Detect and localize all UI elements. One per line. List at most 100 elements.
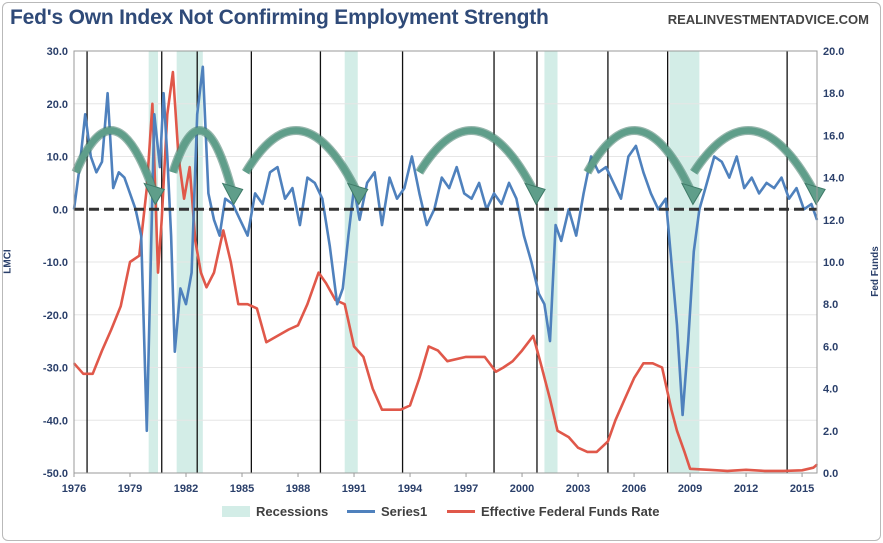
y-left-tick-label: -10.0 — [43, 257, 68, 269]
legend-label-recessions: Recessions — [256, 504, 329, 519]
fedfunds-point — [129, 261, 131, 263]
fedfunds-point — [502, 366, 505, 369]
lmci-point — [314, 182, 316, 184]
y-axis-right-label: Fed Funds — [869, 246, 881, 297]
fedfunds-point — [160, 219, 163, 221]
lmci-point — [196, 113, 199, 116]
y-right-tick-label: 2.0 — [823, 426, 838, 438]
fedfunds-point — [317, 271, 320, 274]
arrow-head — [346, 182, 369, 206]
fedfunds-point — [371, 387, 374, 390]
lmci-point — [129, 192, 131, 195]
lmci-point — [101, 160, 103, 163]
lmci-point — [106, 92, 109, 94]
x-tick-label: 1976 — [62, 483, 86, 495]
chart-title: Fed's Own Index Not Confirming Employmen… — [10, 6, 549, 29]
x-tick-label: 2012 — [734, 483, 758, 495]
lmci-point — [112, 187, 115, 189]
lmci-point — [185, 303, 187, 306]
x-tick-label: 2009 — [678, 483, 702, 495]
y-left-tick-label: -50.0 — [43, 468, 68, 480]
lmci-point — [500, 203, 503, 205]
legend-item-recessions: Recessions — [222, 504, 328, 519]
fedfunds-point — [689, 467, 691, 470]
legend-item-fedfunds: Effective Federal Funds Rate — [447, 504, 659, 519]
y-right-tick-label: 14.0 — [823, 173, 844, 185]
lmci-point — [508, 182, 510, 184]
fedfunds-point — [194, 240, 197, 242]
lmci-point — [635, 145, 637, 147]
lmci-point — [218, 234, 221, 237]
legend: Recessions Series1 Effective Federal Fun… — [0, 504, 883, 528]
y-left-tick-label: -40.0 — [43, 415, 68, 427]
lmci-point — [95, 171, 98, 174]
lmci-point — [515, 197, 518, 200]
lmci-point — [590, 155, 592, 158]
lmci-point — [170, 234, 172, 237]
lmci-point — [549, 340, 551, 342]
fedfunds-point — [483, 356, 486, 358]
lmci-point — [810, 203, 813, 205]
lmci-point — [179, 287, 182, 290]
fedfunds-point — [683, 451, 686, 453]
lmci-point — [560, 240, 563, 242]
lmci-point — [118, 171, 120, 174]
lmci-point — [670, 261, 673, 263]
lmci-point — [597, 171, 600, 174]
fedfunds-point — [287, 328, 290, 331]
lmci-point — [254, 192, 256, 195]
fedfunds-point — [362, 356, 365, 358]
lmci-point — [336, 303, 339, 306]
fedfunds-point — [213, 271, 215, 274]
fedfunds-point — [256, 307, 258, 310]
lmci-point — [166, 155, 169, 158]
lmci-point — [612, 182, 615, 184]
lmci-point — [261, 203, 264, 205]
lmci-point — [605, 166, 607, 168]
lmci-point — [493, 192, 495, 195]
plot-border — [73, 50, 818, 474]
fedfunds-point — [418, 377, 421, 379]
lmci-point — [463, 192, 465, 195]
lmci-point — [478, 182, 480, 184]
fedfunds-point — [119, 305, 122, 308]
fedfunds-point — [101, 349, 103, 352]
y-right-tick-label: 18.0 — [823, 88, 844, 100]
lmci-point — [411, 155, 413, 158]
fedfunds-point — [151, 102, 154, 105]
fedfunds-point — [110, 328, 113, 331]
arrow-head — [680, 182, 703, 206]
fedfunds-point — [661, 366, 663, 369]
x-tick-label: 2015 — [790, 483, 814, 495]
fedfunds-point — [138, 254, 141, 257]
lmci-point — [276, 166, 279, 168]
lmci-point — [284, 197, 286, 200]
lmci-point — [650, 192, 652, 195]
lmci-point — [470, 197, 473, 200]
fedfunds-point — [726, 470, 729, 472]
legend-swatch-fedfunds — [447, 510, 475, 513]
legend-item-series1: Series1 — [347, 504, 427, 519]
fedfunds-point — [465, 356, 467, 358]
lmci-point — [713, 155, 716, 158]
lmci-point — [190, 271, 193, 274]
x-tick-label: 2006 — [622, 483, 646, 495]
lmci-point — [765, 182, 768, 184]
fedfunds-point — [782, 470, 785, 472]
fedfunds-point — [676, 430, 678, 432]
fedfunds-point — [495, 370, 497, 373]
fedfunds-point — [82, 373, 85, 375]
arrow-arc — [169, 127, 236, 195]
lmci-point — [342, 287, 344, 290]
lmci-point — [795, 187, 798, 189]
arrow-arc — [242, 127, 361, 195]
lmci-point — [269, 171, 271, 174]
lmci-point — [554, 224, 557, 226]
lmci-point — [366, 182, 368, 184]
x-tick-label: 2003 — [566, 483, 590, 495]
lmci-point — [758, 192, 760, 195]
lmci-point — [291, 187, 294, 189]
arrows — [71, 126, 826, 206]
